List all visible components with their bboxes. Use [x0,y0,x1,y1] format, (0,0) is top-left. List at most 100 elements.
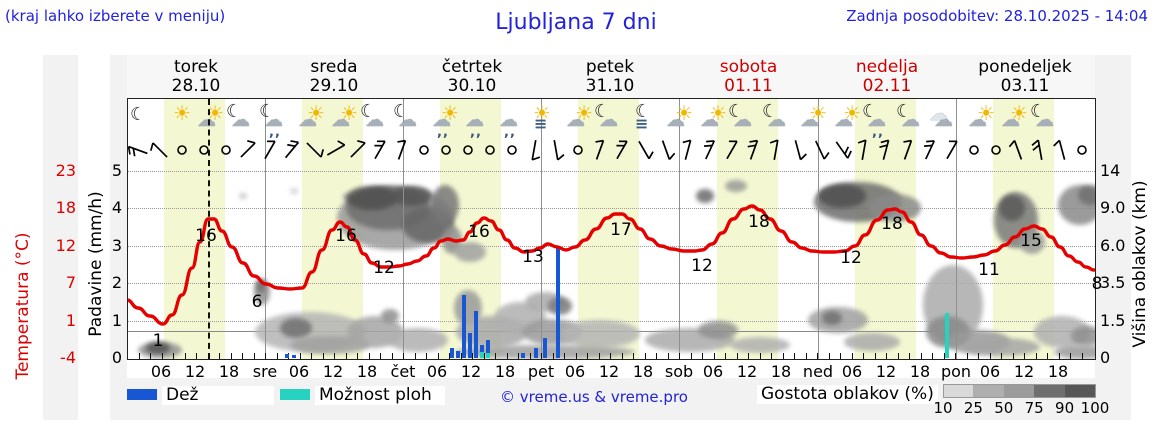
wind-barb-icon [919,139,941,161]
day-header: četrtek 30.10 [402,58,542,96]
cloud-icon: ☁ [197,109,216,131]
shower-legend-swatch [280,389,310,400]
sun-cloud-icon: ☀ ☁ [324,103,358,137]
minor-time-tick [667,353,669,359]
time-tick-label: 18 [1047,362,1069,381]
moon-icon: ☾ [862,101,879,122]
cloud-height-tick: 6.0 [1100,235,1126,255]
minor-time-tick [874,353,876,359]
time-tick-label: 12 [460,362,482,381]
density-tick-label: 10 [933,399,953,417]
wind-barb-icon [677,139,699,161]
minor-time-tick [265,353,266,359]
gridline [128,170,1095,172]
minor-time-tick [184,353,186,359]
minor-time-tick [541,353,542,359]
minor-time-tick [736,353,738,359]
minor-time-tick [299,353,301,359]
cloud-icon: ☁ [365,109,384,131]
day-date: 01.11 [724,76,773,96]
time-tick-label: 18 [770,362,792,381]
minor-time-tick [748,353,749,359]
cloud-height-axis-title: Višina oblakov (km) [1130,180,1150,348]
minor-time-tick [495,353,496,359]
sun-cloud-icon: ☀ ☁ [659,103,693,137]
calm-wind-icon [501,139,523,161]
day-date: 30.10 [447,76,497,96]
sun-icon: ☀ [340,101,358,125]
sun-cloud-icon: ☀ ☁ [961,103,995,137]
time-tick-label: sre [252,362,278,381]
cloud-icon: ☁ [700,109,719,131]
day-header: sreda 29.10 [264,58,404,96]
moon-cloud-icon: ☾ ☁ [358,103,392,137]
moon-icon: ☾ [728,101,745,122]
minor-time-tick [794,353,795,359]
time-tick-label: pon [940,362,972,381]
gridline [128,245,1095,247]
sun-icon: ☀ [1010,101,1028,125]
minor-time-tick [357,353,358,359]
calm-wind-icon [479,139,501,161]
cloud-cover-blob [548,297,572,315]
rain-bar [486,340,490,353]
density-tick-label: 75 [1024,399,1044,417]
cloud-cover-blob [844,333,900,351]
density-gradient-segment [973,384,1005,398]
minor-time-tick [529,353,531,359]
minor-time-tick [966,353,968,359]
time-tick-label: 12 [875,362,897,381]
cloud-icon: ☁ [968,109,987,131]
minor-time-tick [759,353,761,359]
wind-barb-icon [765,139,787,161]
time-tick-label: čet [390,362,416,381]
minor-time-tick [1070,353,1071,359]
wind-barb-icon [655,139,677,161]
minor-time-tick [322,353,324,359]
minor-time-tick [1035,353,1037,359]
cloud-icon: ☁ [298,109,317,131]
wind-barb-icon [611,139,633,161]
density-gradient-segment [943,384,976,398]
wind-barb-icon [787,139,809,161]
moon-icon: ☾ [1030,101,1047,122]
minor-time-tick [702,353,703,359]
minor-time-tick [679,353,680,359]
calm-wind-icon [567,139,589,161]
minor-time-tick [506,353,508,359]
fog-icon: ≡ [534,114,547,133]
day-header: petek 31.10 [540,58,680,96]
time-tick-label: 18 [909,362,931,381]
minor-time-tick [713,353,715,359]
moon-icon: ☾ [393,101,410,122]
rain-bar [556,247,560,358]
minor-time-tick [575,353,577,359]
minor-time-tick [219,353,220,359]
moon-icon: ☾ [360,101,377,122]
cloud-cover-blob [1071,326,1095,346]
figure-bg-strip [110,55,127,420]
minor-time-tick [633,353,634,359]
precip-axis-title: Padavine (mm/h) [86,191,106,337]
overcast-icon: ☁ ☁ [927,103,961,137]
minor-time-tick [311,353,312,359]
sun-cloud-icon: ☀ ☁ [291,103,325,137]
minor-time-tick [955,353,956,359]
wind-barb-icon [259,139,281,161]
temperature-value-label: 11 [978,260,1000,280]
minor-time-tick [587,353,588,359]
minor-time-tick [828,353,830,359]
time-tick-label: 18 [218,362,240,381]
current-time-line [208,99,210,359]
figure-bg-strip [127,55,1095,98]
fog-sun-icon: ☀ ≡ [525,103,559,137]
time-tick-label: 06 [150,362,172,381]
credit-text: © vreme.us & vreme.pro [500,388,688,406]
moon-icon: ☾ [130,104,147,125]
cloud-rain-icon: ☁,, [492,103,526,140]
shower-bar [480,352,484,358]
cloud-height-tick: 0 [1100,348,1111,367]
time-tick-label: pet [527,362,555,381]
wind-barb-icon [875,139,897,161]
cloud-icon: ☁ [599,109,618,131]
